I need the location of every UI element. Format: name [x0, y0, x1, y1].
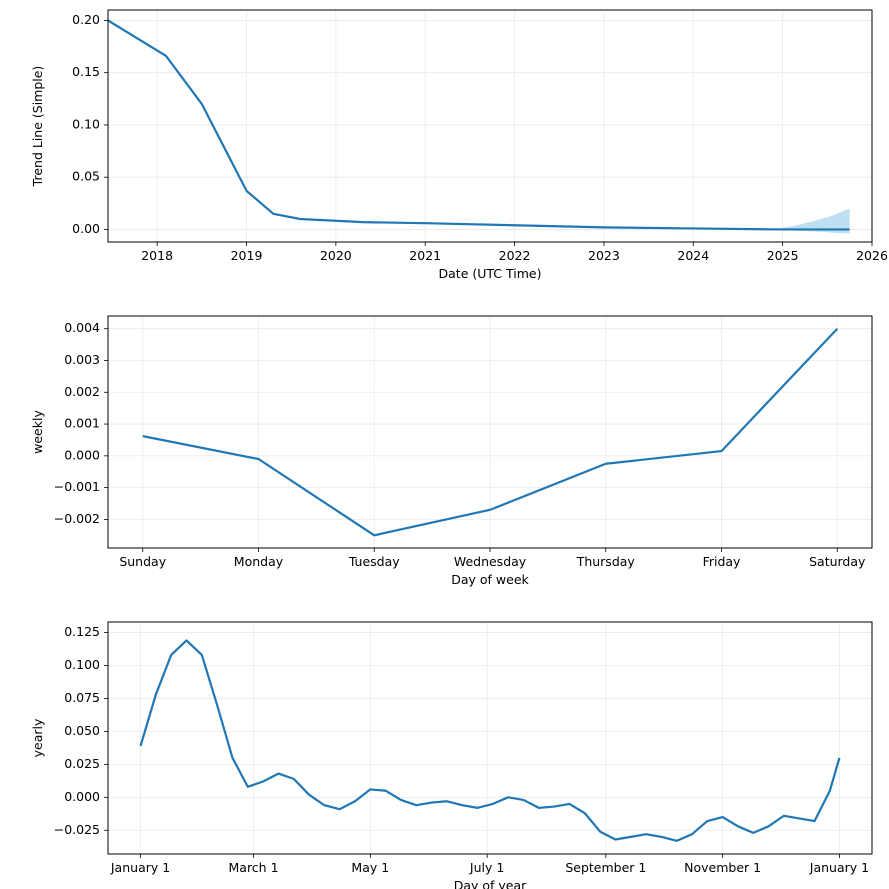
x-tick-label: July 1	[469, 860, 504, 875]
x-tick-label: 2026	[856, 248, 888, 263]
y-tick-label: 0.001	[64, 416, 100, 431]
x-tick-label: 2024	[677, 248, 709, 263]
x-tick-label: 2018	[141, 248, 173, 263]
y-tick-label: 0.000	[64, 789, 100, 804]
trend-panel: 0.00 0.05 0.10 0.15 0.20 2018 2019 2020 2021 2022…	[30, 10, 888, 281]
y-tick-label: 0.05	[72, 169, 100, 184]
x-tick-label: Wednesday	[454, 554, 527, 569]
chart-figure: 0.00 0.05 0.10 0.15 0.20 2018 2019 2020 2021 2022…	[0, 0, 889, 889]
yearly-panel: −0.025 0.000 0.025 0.050 0.075 0.100 0.125 Janu…	[30, 622, 872, 889]
x-tick-label: September 1	[565, 860, 646, 875]
x-tick-label: 2022	[499, 248, 531, 263]
x-tick-label: Monday	[234, 554, 284, 569]
x-axis-label: Day of year	[454, 878, 527, 889]
y-tick-label: 0.004	[64, 320, 100, 335]
x-tick-label: Thursday	[576, 554, 636, 569]
x-tick-label: Friday	[703, 554, 741, 569]
y-tick-label: 0.100	[64, 657, 100, 672]
svg-canvas: 0.00 0.05 0.10 0.15 0.20 2018 2019 2020 2021 2022…	[0, 0, 889, 889]
x-tick-label: January 1	[809, 860, 869, 875]
axes-frame	[108, 622, 872, 854]
x-tick-label: May 1	[351, 860, 389, 875]
x-tick-label: 2021	[409, 248, 441, 263]
x-tick-label: January 1	[110, 860, 170, 875]
x-axis-label: Day of week	[451, 572, 529, 587]
x-tick-label: Tuesday	[348, 554, 400, 569]
y-tick-label: −0.001	[54, 479, 100, 494]
y-tick-label: 0.025	[64, 756, 100, 771]
y-tick-label: 0.003	[64, 352, 100, 367]
y-axis-label: Trend Line (Simple)	[30, 66, 45, 188]
y-tick-label: 0.00	[72, 221, 100, 236]
x-tick-label: Sunday	[119, 554, 166, 569]
x-tick-label: 2025	[767, 248, 799, 263]
y-tick-label: 0.125	[64, 624, 100, 639]
axes-frame	[108, 10, 872, 242]
y-tick-label: 0.000	[64, 447, 100, 462]
y-axis-label: weekly	[30, 410, 45, 454]
y-tick-label: 0.15	[72, 64, 100, 79]
x-tick-label: 2019	[231, 248, 263, 263]
y-tick-label: −0.025	[54, 822, 100, 837]
x-tick-label: 2020	[320, 248, 352, 263]
y-tick-label: 0.002	[64, 384, 100, 399]
y-tick-label: 0.050	[64, 723, 100, 738]
y-tick-label: 0.075	[64, 690, 100, 705]
x-tick-label: 2023	[588, 248, 620, 263]
y-tick-label: −0.002	[54, 511, 100, 526]
y-tick-label: 0.10	[72, 116, 100, 131]
weekly-panel: −0.002 −0.001 0.000 0.001 0.002 0.003 0.004 Sun…	[30, 316, 872, 587]
x-tick-label: November 1	[684, 860, 761, 875]
series-line	[141, 640, 840, 840]
x-tick-label: March 1	[229, 860, 279, 875]
x-tick-label: Saturday	[809, 554, 866, 569]
y-axis-label: yearly	[30, 718, 45, 757]
y-tick-label: 0.20	[72, 12, 100, 27]
x-axis-label: Date (UTC Time)	[439, 266, 542, 281]
